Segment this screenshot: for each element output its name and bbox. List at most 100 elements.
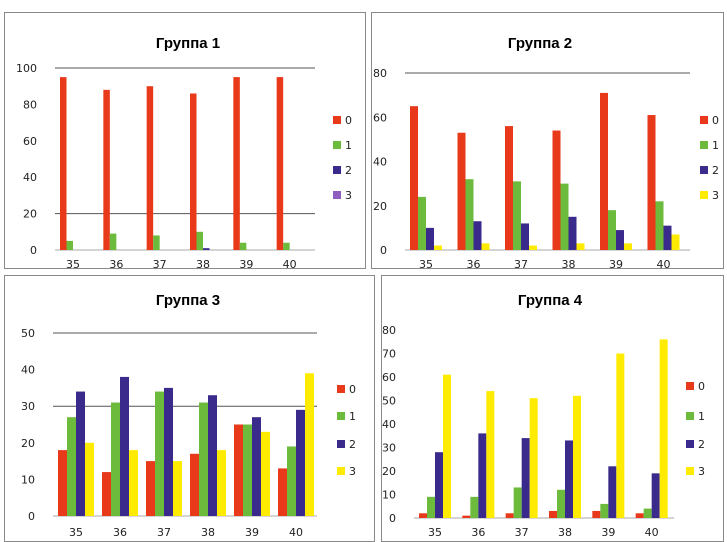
bar	[419, 513, 427, 518]
x-tick-label: 40	[289, 526, 303, 539]
bar	[153, 235, 160, 250]
bar	[243, 424, 252, 516]
bar	[478, 433, 487, 518]
x-tick-label: 40	[283, 258, 297, 271]
legend-swatch	[337, 467, 345, 475]
bar	[427, 496, 435, 518]
bar	[521, 438, 530, 518]
bar	[190, 93, 197, 250]
chart-svg: Группа 4 0 10 20 30 40 50 60 70 80 35 36 37 38 39 40 0 1 2…	[382, 292, 705, 539]
legend-swatch	[686, 440, 694, 448]
bar	[435, 452, 443, 518]
bar	[410, 106, 418, 250]
bar	[283, 242, 290, 250]
bar	[647, 115, 656, 250]
bar	[217, 450, 226, 516]
x-tick-label: 39	[239, 258, 253, 271]
bar	[465, 179, 474, 250]
chart-title: Группа 2	[508, 35, 572, 52]
y-tick-label: 60	[382, 371, 396, 384]
bar	[576, 243, 585, 250]
legend-swatch	[700, 141, 708, 149]
x-tick-label: 38	[558, 526, 572, 539]
bar	[608, 210, 616, 250]
bar	[549, 510, 557, 518]
bar	[600, 503, 609, 518]
legend-label: 0	[712, 114, 719, 127]
legend-swatch	[337, 440, 345, 448]
bar	[635, 513, 644, 518]
bar	[173, 461, 182, 516]
bar	[608, 466, 617, 518]
bar	[470, 496, 479, 518]
bar	[557, 489, 565, 518]
bar	[505, 513, 514, 518]
y-tick-label: 0	[380, 244, 387, 257]
x-tick-label: 40	[657, 258, 671, 271]
chart-panel-group-3: Группа 3 0 10 20 30 40 50 35 36 37 38 39 40 0 1 2 3	[4, 275, 375, 542]
legend-label: 0	[345, 114, 352, 127]
bar	[67, 417, 76, 516]
bar	[261, 431, 270, 516]
bar	[426, 227, 434, 250]
legend-swatch	[700, 166, 708, 174]
bar	[473, 221, 482, 250]
x-tick-label: 38	[562, 258, 576, 271]
y-tick-label: 30	[382, 442, 396, 455]
legend-swatch	[700, 191, 708, 199]
bar	[196, 231, 203, 250]
bar	[655, 201, 664, 250]
bar	[164, 387, 173, 516]
bar	[58, 450, 67, 516]
y-tick-label: 40	[21, 364, 35, 377]
x-tick-label: 36	[467, 258, 481, 271]
legend-label: 2	[698, 438, 705, 451]
x-tick-label: 35	[428, 526, 442, 539]
x-tick-label: 39	[609, 258, 623, 271]
bar	[287, 446, 296, 516]
legend-swatch	[333, 141, 341, 149]
x-tick-label: 38	[201, 526, 215, 539]
bar	[573, 395, 581, 518]
legend-swatch	[333, 116, 341, 124]
bar	[278, 468, 287, 516]
bar	[276, 77, 284, 250]
y-tick-label: 20	[373, 200, 387, 213]
bar	[659, 339, 668, 518]
x-tick-label: 35	[419, 258, 433, 271]
bar	[203, 248, 210, 250]
legend-swatch	[686, 382, 694, 390]
y-tick-label: 60	[373, 111, 387, 124]
bar	[529, 398, 538, 518]
y-tick-label: 20	[21, 437, 35, 450]
legend-label: 2	[712, 164, 719, 177]
bar	[671, 234, 680, 250]
legend-label: 1	[345, 139, 352, 152]
legend-swatch	[700, 116, 708, 124]
bar	[568, 216, 577, 250]
bar	[560, 183, 569, 250]
y-tick-label: 80	[382, 324, 396, 337]
x-tick-label: 37	[157, 526, 171, 539]
bar	[233, 77, 240, 250]
bar	[155, 391, 164, 516]
bar	[616, 353, 625, 518]
y-tick-label: 0	[28, 510, 35, 523]
y-tick-label: 40	[382, 418, 396, 431]
x-tick-label: 37	[515, 526, 529, 539]
legend-label: 2	[345, 164, 352, 177]
bar	[296, 409, 305, 516]
legend-label: 3	[345, 189, 352, 202]
bar	[76, 391, 85, 516]
y-tick-label: 20	[382, 465, 396, 478]
y-tick-label: 20	[23, 208, 37, 221]
y-tick-label: 80	[373, 67, 387, 80]
legend-swatch	[686, 412, 694, 420]
bar	[60, 77, 67, 250]
y-tick-label: 0	[389, 512, 396, 525]
bar	[146, 461, 155, 516]
legend-label: 0	[349, 383, 356, 396]
bar	[239, 242, 247, 250]
y-tick-label: 10	[21, 473, 35, 486]
y-tick-label: 70	[382, 348, 396, 361]
